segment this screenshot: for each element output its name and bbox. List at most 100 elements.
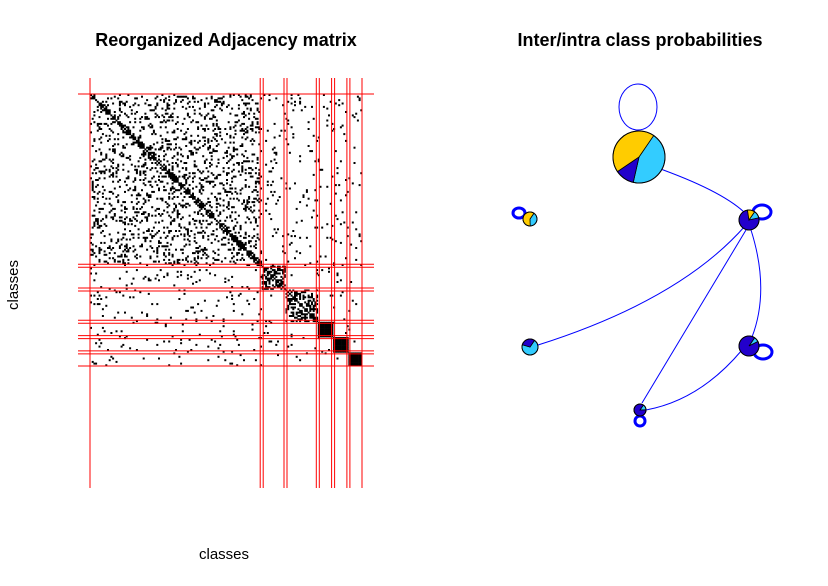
matrix-cell [227,241,230,244]
matrix-cell [185,258,188,261]
matrix-cell [96,184,99,187]
matrix-cell [232,247,235,249]
matrix-cell [192,119,194,122]
matrix-cell [260,275,262,278]
matrix-cell [322,335,325,338]
matrix-cell [229,184,232,187]
matrix-cell [130,194,133,197]
matrix-cell [93,294,96,297]
matrix-cell [118,219,121,222]
matrix-cell [282,277,285,280]
matrix-cell [290,343,293,346]
matrix-cell [328,335,330,338]
matrix-cell [142,179,145,181]
matrix-cell [212,124,215,127]
matrix-cell [152,158,155,161]
matrix-cell [105,216,108,219]
matrix-cell [125,243,128,246]
matrix-cell [118,277,121,280]
matrix-cell [343,221,346,224]
matrix-cell [236,221,239,224]
matrix-cell [321,333,324,336]
matrix-cell [214,274,217,277]
matrix-cell [268,94,271,96]
matrix-cell [197,168,200,171]
matrix-cell [173,138,176,141]
matrix-cell [176,153,179,156]
matrix-cell [156,248,159,251]
matrix-cell [324,325,327,328]
matrix-cell [241,253,244,256]
matrix-cell [236,240,239,243]
matrix-cell [214,258,217,261]
matrix-cell [266,267,269,270]
matrix-cell [95,99,98,102]
matrix-cell [299,311,302,314]
matrix-cell [288,187,291,190]
matrix-cell [268,277,271,280]
matrix-cell [209,209,211,212]
matrix-cell [93,209,96,212]
matrix-cell [326,333,329,336]
matrix-cell [331,328,334,331]
matrix-cell [258,238,261,241]
matrix-cell [105,197,108,200]
matrix-cell [96,197,99,200]
matrix-cell [152,131,155,134]
matrix-cell [251,190,254,193]
matrix-cell [226,216,228,219]
matrix-cell [188,150,191,153]
matrix-cell [168,119,171,122]
matrix-cell [158,245,160,248]
matrix-cell [149,168,152,171]
matrix-cell [164,255,167,258]
matrix-cell [266,287,269,290]
matrix-cell [110,355,113,358]
matrix-cell [292,306,295,309]
matrix-cell [324,326,327,329]
matrix-cell [209,162,211,164]
matrix-cell [147,199,150,202]
matrix-cell [254,257,257,260]
matrix-cell [171,165,174,168]
matrix-cell [246,129,249,132]
matrix-cell [156,184,159,187]
matrix-cell [222,223,225,226]
matrix-cell [239,248,242,251]
matrix-cell [122,260,125,263]
matrix-cell [147,146,150,149]
matrix-cell [168,253,171,256]
matrix-cell [93,214,96,217]
matrix-cell [314,318,317,321]
matrix-cell [249,128,252,130]
matrix-cell [110,97,113,100]
matrix-cell [292,320,295,323]
matrix-cell [164,236,167,239]
matrix-cell [237,119,240,122]
matrix-cell [192,105,194,108]
matrix-cell [118,124,121,127]
matrix-cell [309,262,312,265]
matrix-cell [100,224,103,227]
matrix-cell [91,214,94,217]
matrix-cell [222,231,225,234]
matrix-cell [219,330,222,333]
matrix-cell [125,247,128,249]
matrix-cell [336,357,339,360]
matrix-cell [108,148,111,151]
matrix-cell [273,269,276,272]
matrix-cell [328,267,330,270]
matrix-cell [124,201,126,204]
matrix-cell [90,165,92,168]
matrix-cell [214,340,217,343]
matrix-cell [258,258,261,261]
matrix-cell [93,111,96,113]
matrix-cell [124,131,126,134]
matrix-cell [198,202,201,205]
matrix-cell [321,168,324,171]
matrix-cell [183,264,186,266]
matrix-cell [288,299,291,302]
matrix-cell [256,126,259,129]
matrix-cell [158,357,160,360]
matrix-cell [246,102,249,105]
